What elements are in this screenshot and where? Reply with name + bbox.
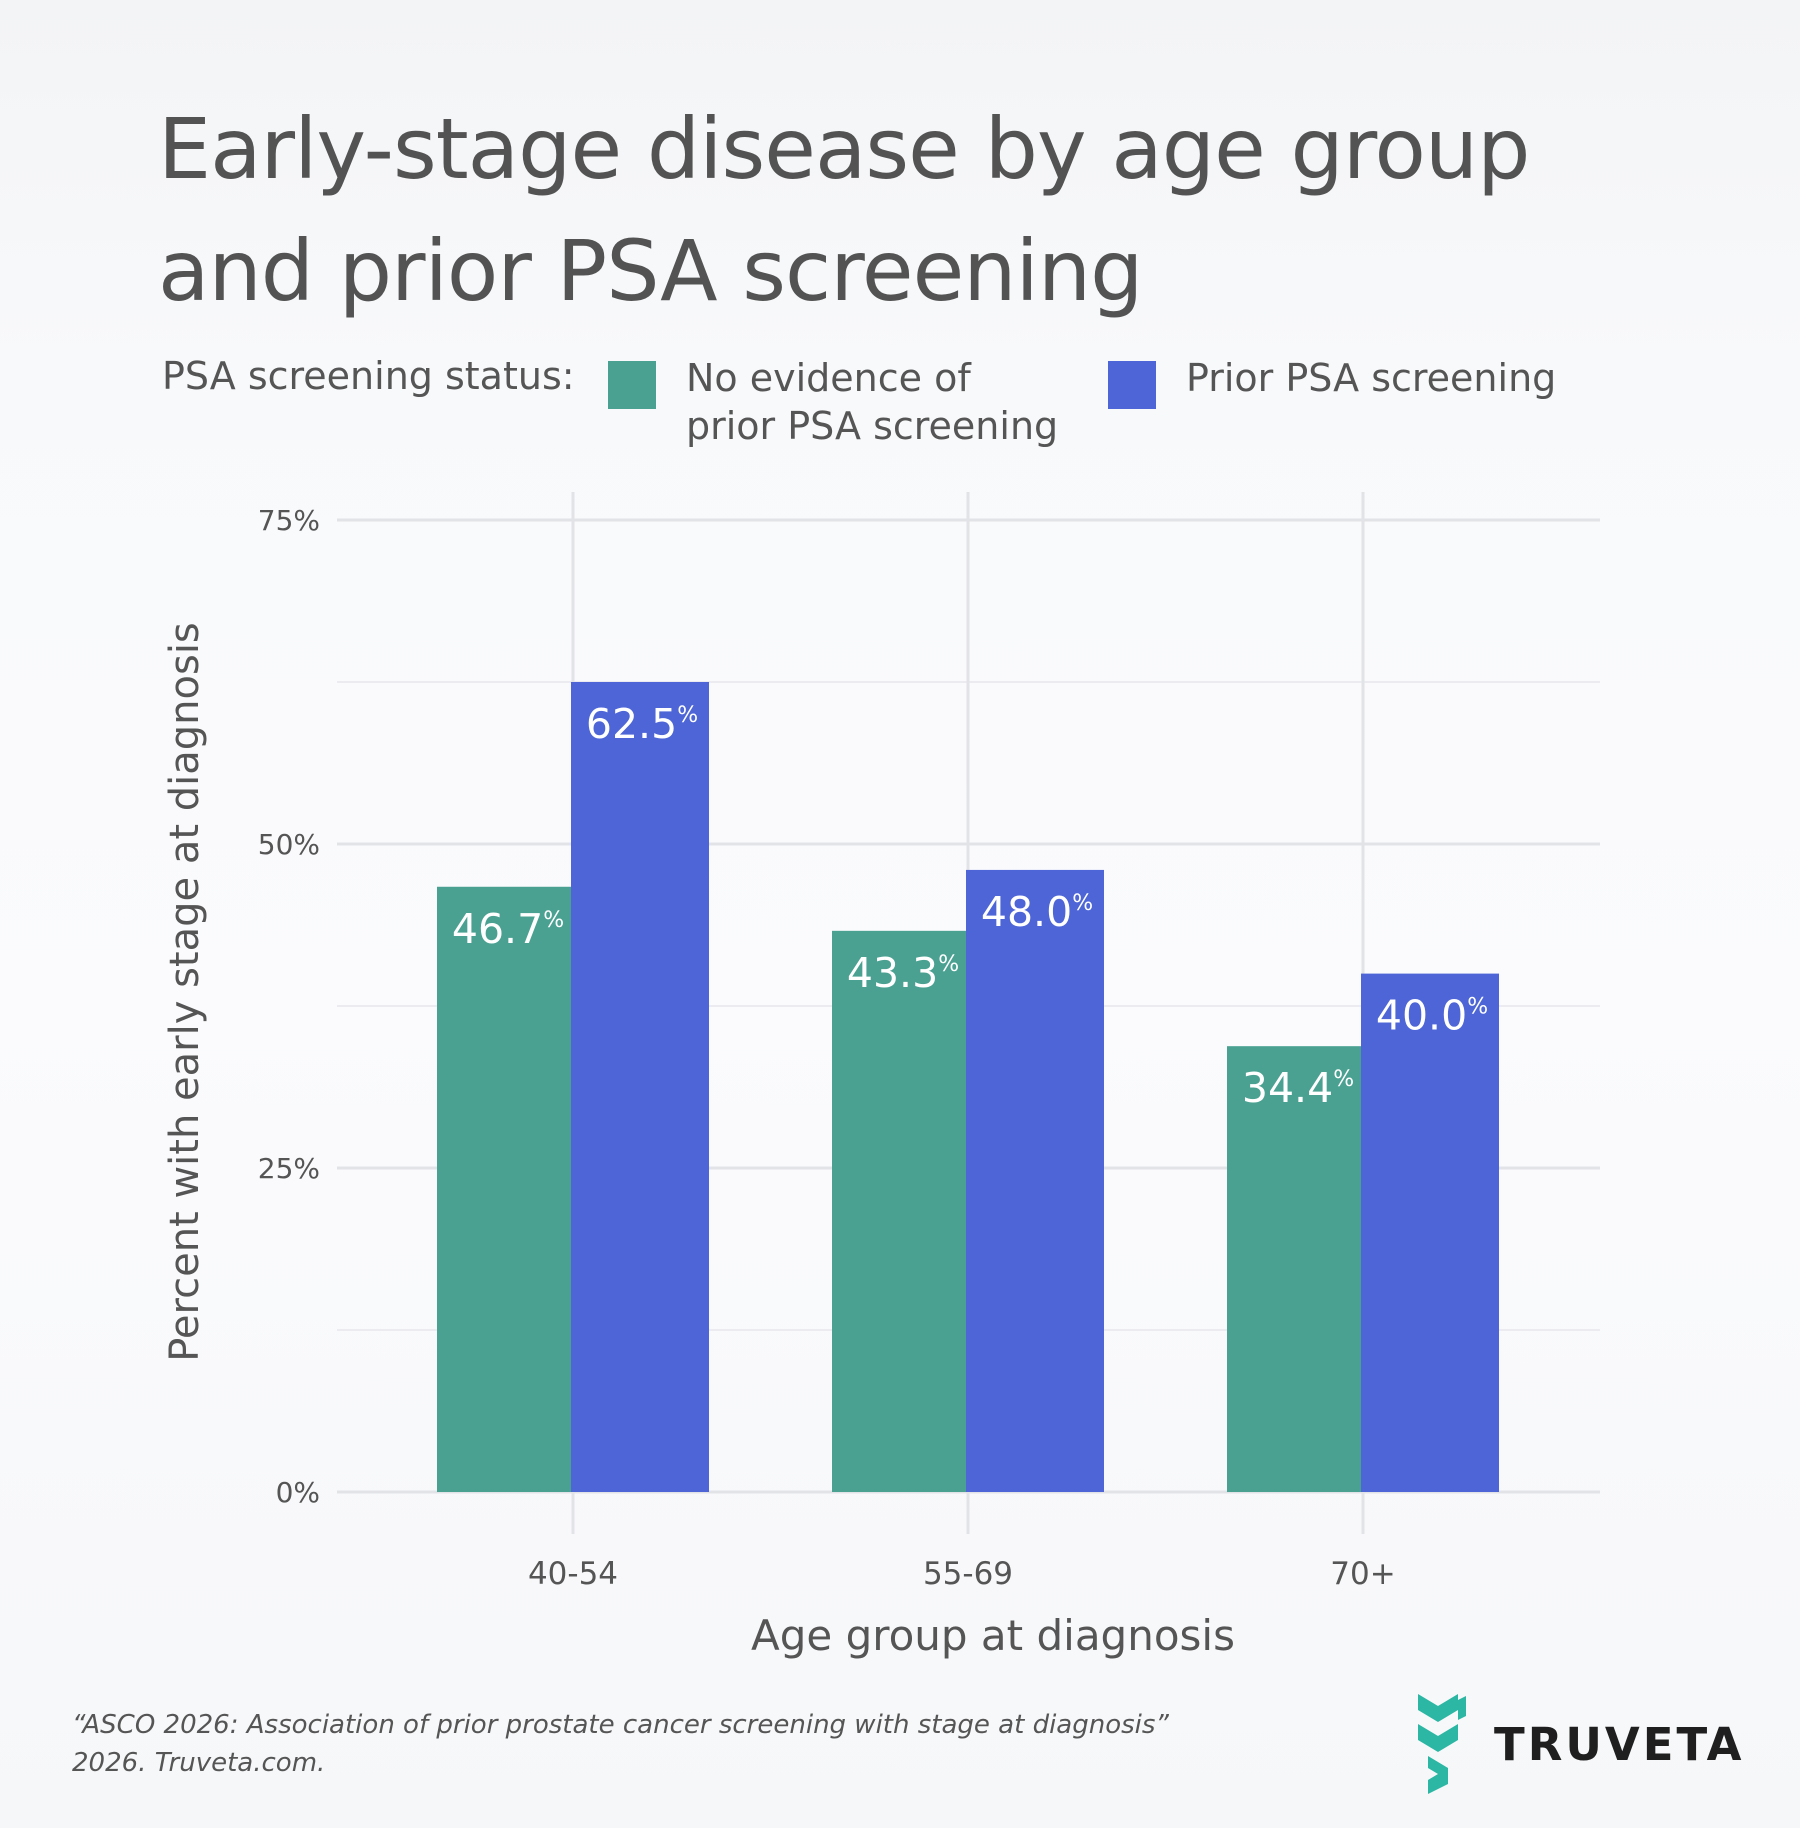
citation: “ASCO 2026: Association of prior prostat… [72, 1706, 1169, 1782]
data-label-suffix: % [677, 703, 698, 728]
citation-line-1: “ASCO 2026: Association of prior prostat… [72, 1710, 1169, 1740]
data-label-suffix: % [938, 952, 959, 977]
data-label-suffix: % [1467, 995, 1488, 1020]
citation-line-2: 2026. Truveta.com. [72, 1748, 326, 1778]
y-axis-title: Percent with early stage at diagnosis [162, 622, 208, 1362]
y-tick-label: 75% [258, 504, 320, 537]
data-label-suffix: % [1072, 891, 1093, 916]
legend-item-prior-screening-line1: Prior PSA screening [1186, 356, 1557, 400]
data-label: 43.3% [847, 949, 959, 997]
title-line-2: and prior PSA screening [158, 222, 1143, 320]
y-tick-label: 25% [258, 1152, 320, 1185]
y-tick-label: 50% [258, 828, 320, 861]
bar [571, 682, 709, 1492]
truveta-logo-icon [1418, 1694, 1466, 1794]
bar [1361, 973, 1499, 1492]
title-line-1: Early-stage disease by age group [158, 100, 1530, 198]
x-axis-title: Age group at diagnosis [751, 1611, 1235, 1660]
x-tick-label: 70+ [1330, 1556, 1395, 1592]
bar [1227, 1046, 1365, 1492]
y-tick-label: 0% [276, 1476, 320, 1509]
legend-item-no-screening: No evidence of prior PSA screening [686, 354, 1058, 450]
brand-name: TRUVETA [1494, 1718, 1745, 1771]
chart-title: Early-stage disease by age group and pri… [158, 88, 1718, 332]
legend-label: PSA screening status: [162, 354, 575, 398]
x-tick-label: 55-69 [923, 1556, 1013, 1592]
bar [832, 930, 970, 1492]
legend-swatch-no-screening [608, 361, 656, 409]
data-label-suffix: % [543, 908, 564, 933]
bar [437, 886, 575, 1492]
data-label-suffix: % [1333, 1067, 1354, 1092]
legend-item-no-screening-line2: prior PSA screening [686, 404, 1059, 448]
legend-swatch-prior-screening [1108, 361, 1156, 409]
legend-item-no-screening-line1: No evidence of [686, 356, 971, 400]
x-tick-label: 40-54 [528, 1556, 618, 1592]
bar [966, 869, 1104, 1492]
legend-item-prior-screening: Prior PSA screening [1186, 354, 1556, 402]
truveta-leaf-mark [1418, 1694, 1466, 1794]
